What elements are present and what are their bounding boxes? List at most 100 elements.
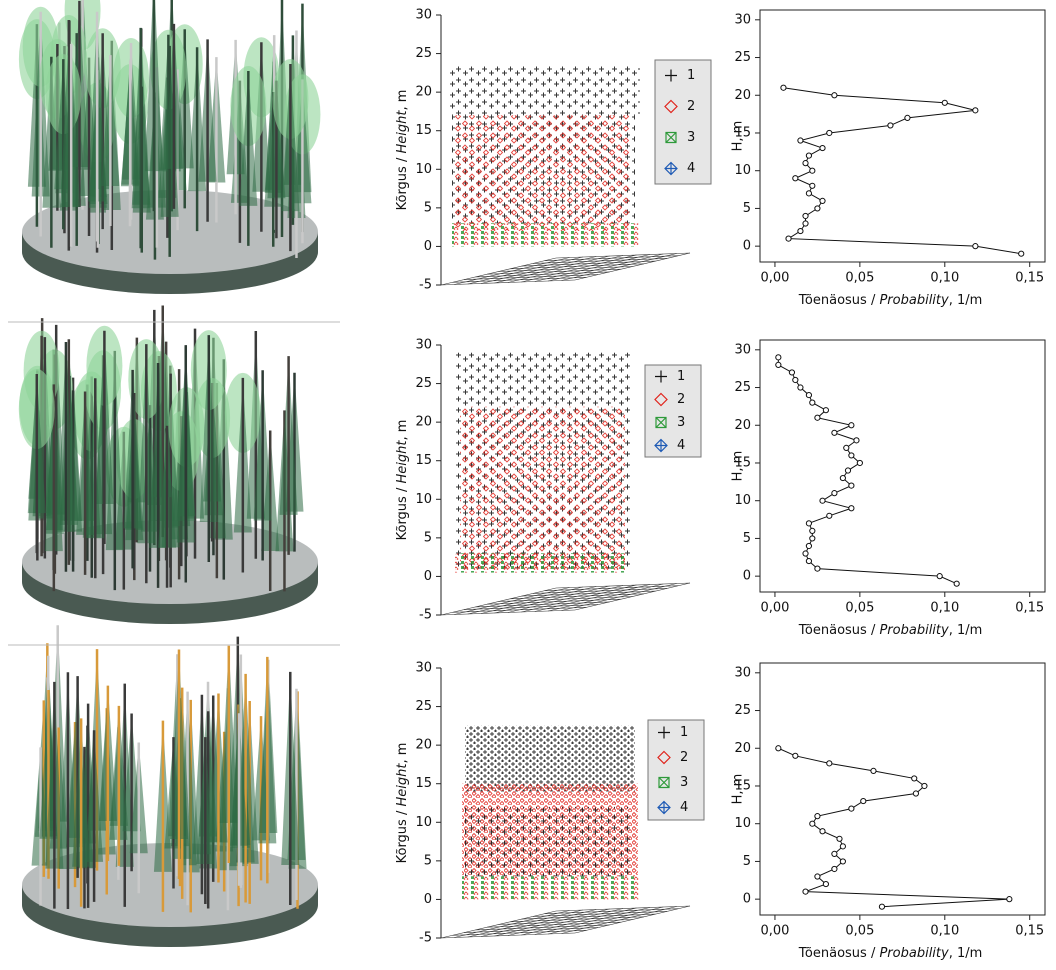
profile-point	[815, 566, 820, 571]
profile-point	[837, 836, 842, 841]
profile-line	[778, 357, 956, 583]
y-axis-label: H, m	[731, 121, 746, 152]
floor-grid	[548, 584, 663, 611]
floor-grid	[535, 908, 650, 935]
profile-point	[854, 438, 859, 443]
point-cloud-texture	[452, 223, 640, 246]
profile-point	[905, 115, 910, 120]
x-axis-label-part: Probability	[879, 946, 949, 961]
point-cloud-texture	[455, 115, 630, 231]
profile-point	[803, 221, 808, 226]
profile-point	[810, 536, 815, 541]
forest-illustration	[19, 0, 321, 294]
profile-point	[861, 798, 866, 803]
x-axis-label-part: Probability	[879, 623, 949, 638]
y-tick-label: -5	[419, 608, 432, 623]
y-tick-label: 10	[415, 162, 432, 177]
floor-grid	[521, 255, 636, 282]
y-tick-label: 0	[424, 239, 432, 254]
point-cloud-texture	[465, 726, 635, 792]
profile-point	[827, 130, 832, 135]
floor-grid	[548, 907, 663, 934]
profile-point	[827, 513, 832, 518]
profile-point	[857, 460, 862, 465]
illustrations	[8, 0, 340, 947]
profile-point	[942, 100, 947, 105]
y-tick-label: 15	[415, 776, 432, 791]
profile-point	[973, 108, 978, 113]
x-tick-label: 0,00	[760, 924, 789, 939]
profile-point	[793, 753, 798, 758]
y-tick-label: 10	[734, 163, 751, 178]
floor-grid	[522, 914, 656, 919]
x-tick-label: 0,10	[930, 601, 959, 616]
floor-grid	[548, 254, 663, 281]
y-tick-label: 30	[415, 8, 432, 23]
y-axis-label-part: , m	[395, 90, 410, 111]
point-cloud-texture	[462, 876, 640, 899]
point-cloud-texture	[450, 65, 640, 115]
y-tick-label: 30	[415, 338, 432, 353]
plot-frame	[760, 663, 1045, 915]
profile-line	[778, 748, 1009, 906]
y-axis-label: Kõrgus / Height, m	[395, 420, 410, 541]
profile-point	[888, 123, 893, 128]
profile-line	[783, 88, 1021, 254]
floor-grid	[575, 583, 690, 610]
forest-illustration	[8, 625, 340, 947]
x-axis-label: Tõenäosus / Probability, 1/m	[798, 946, 983, 961]
floor-grid	[533, 911, 667, 916]
x-tick-label: 0,15	[1015, 271, 1044, 286]
floor-grid	[499, 597, 633, 602]
y-tick-label: 0	[743, 569, 751, 584]
floor-grid	[562, 907, 677, 934]
x-tick-label: 0,10	[930, 271, 959, 286]
legend-label: 3	[680, 775, 688, 790]
y-tick-label: 10	[734, 816, 751, 831]
x-axis-label-part: , 1/m	[949, 946, 983, 961]
y-tick-label: 5	[424, 853, 432, 868]
floor-grid	[575, 253, 690, 280]
y-axis-label-part: , m	[395, 420, 410, 441]
legend-box	[645, 365, 701, 457]
x-axis-label-part: Tõenäosus /	[798, 623, 880, 638]
profile-point	[815, 415, 820, 420]
legend-label: 3	[677, 415, 685, 430]
floor-grid	[522, 261, 656, 266]
profile-point	[781, 85, 786, 90]
profile-point	[913, 791, 918, 796]
x-tick-label: 0,05	[845, 601, 874, 616]
floor-grid	[545, 909, 679, 914]
profile-point	[810, 528, 815, 533]
profile-point	[803, 551, 808, 556]
floor-grid	[562, 584, 677, 611]
legend-label: 2	[677, 392, 685, 407]
legend-label: 4	[680, 800, 688, 815]
point-cloud-chart: -5051015202530Kõrgus / Height, m1234	[395, 8, 712, 293]
y-tick-label: -5	[419, 931, 432, 946]
profile-point	[815, 874, 820, 879]
y-tick-label: 5	[743, 201, 751, 216]
profile-point	[832, 866, 837, 871]
profile-point	[786, 236, 791, 241]
x-tick-label: 0,15	[1015, 601, 1044, 616]
profile-point	[840, 475, 845, 480]
floor-grid	[533, 588, 667, 593]
legend-label: 1	[677, 369, 685, 384]
y-tick-label: 30	[734, 342, 751, 357]
y-axis-label: Kõrgus / Height, m	[395, 90, 410, 211]
floor-grid	[499, 267, 633, 272]
y-tick-label: 5	[424, 530, 432, 545]
profile-point	[832, 851, 837, 856]
floor-grid	[545, 256, 679, 261]
legend-label: 1	[687, 68, 695, 83]
point-cloud-texture	[460, 407, 625, 569]
profile-point	[798, 385, 803, 390]
y-tick-label: 0	[424, 892, 432, 907]
profile-point	[803, 889, 808, 894]
y-tick-label: 20	[415, 415, 432, 430]
profile-point	[793, 377, 798, 382]
floor-grid	[510, 594, 644, 599]
floor-grid	[499, 920, 633, 925]
